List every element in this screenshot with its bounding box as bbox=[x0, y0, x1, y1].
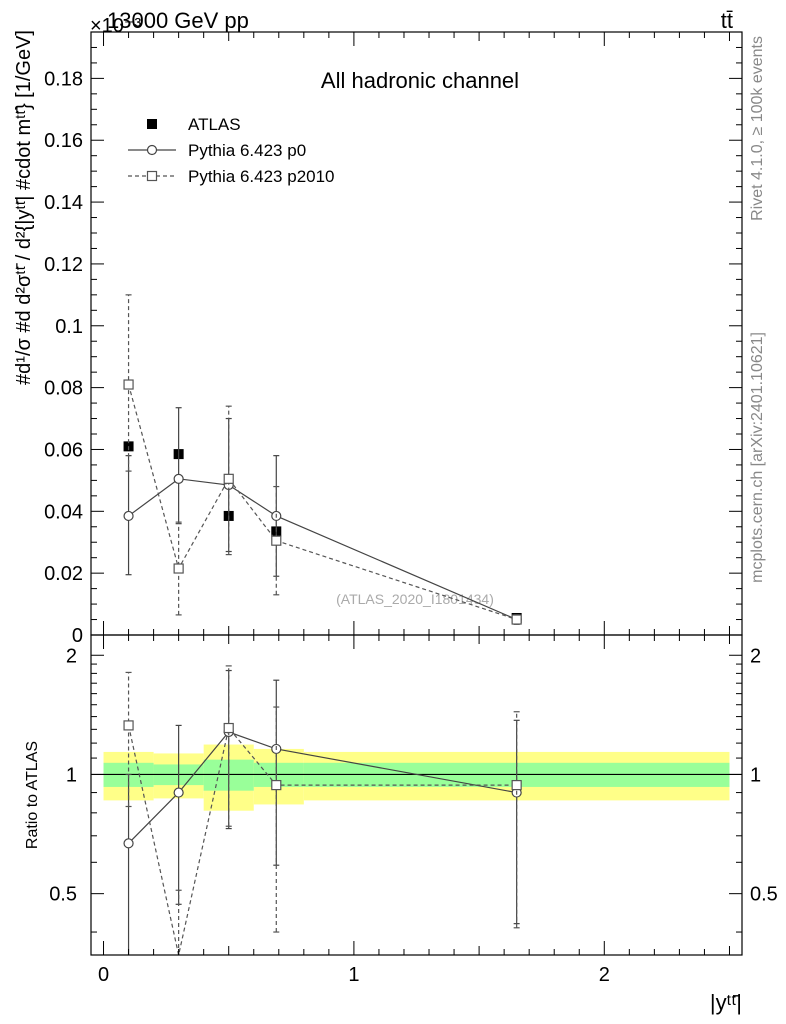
ratio-data-point bbox=[271, 779, 282, 791]
data-point bbox=[173, 563, 184, 574]
ratio-data-point bbox=[223, 722, 234, 734]
ratio-data-point bbox=[123, 720, 134, 731]
legend-label: Pythia 6.423 p0 bbox=[188, 141, 306, 160]
data-point bbox=[271, 535, 282, 546]
ratio-y-tick-label: 2 bbox=[66, 645, 77, 667]
ratio-y-tick-label-right: 2 bbox=[750, 645, 761, 667]
data-point bbox=[123, 379, 134, 390]
ratio-plot-frame bbox=[90, 634, 743, 956]
ratio-series-line bbox=[127, 725, 517, 956]
y-tick-label: 0 bbox=[72, 625, 83, 647]
main-title: All hadronic channel bbox=[321, 68, 519, 93]
x-tick-label: 2 bbox=[599, 964, 610, 986]
ratio-y-tick-label-right: 0.5 bbox=[750, 884, 778, 906]
ratio-y-tick-label: 1 bbox=[66, 764, 77, 786]
ratio-y-axis-label: Ratio to ATLAS bbox=[24, 741, 41, 849]
y-tick-label: 0.02 bbox=[44, 563, 83, 585]
series-line bbox=[127, 384, 517, 621]
y-tick-label: 0.12 bbox=[44, 254, 83, 276]
y-tick-label: 0.16 bbox=[44, 130, 83, 152]
x-tick-label: 1 bbox=[348, 964, 359, 986]
analysis-watermark: (ATLAS_2020_I1801434) bbox=[336, 591, 494, 607]
x-tick-label: 0 bbox=[98, 964, 109, 986]
ratio-y-tick-label: 0.5 bbox=[49, 884, 77, 906]
y-tick-label: 0.1 bbox=[55, 316, 83, 338]
rivet-version-label: Rivet 4.1.0, ≥ 100k events bbox=[749, 36, 766, 221]
series-1 bbox=[123, 407, 522, 625]
data-point bbox=[173, 473, 184, 484]
y-tick-label: 0.14 bbox=[44, 192, 83, 214]
legend-marker bbox=[146, 170, 158, 182]
ratio-series-1 bbox=[123, 665, 522, 956]
data-point bbox=[223, 473, 234, 484]
y-tick-label: 0.18 bbox=[44, 68, 83, 90]
y-tick-label: 0.06 bbox=[44, 439, 83, 461]
mcplots-label: mcplots.cern.ch [arXiv:2401.10621] bbox=[749, 332, 766, 583]
ratio-data-point bbox=[511, 779, 522, 791]
data-point bbox=[123, 510, 134, 522]
legend-label: Pythia 6.423 p2010 bbox=[188, 167, 335, 186]
ratio-data-point bbox=[173, 787, 184, 798]
legend-marker bbox=[147, 119, 157, 129]
ratio-data-point bbox=[123, 838, 134, 849]
final-state-label: tt̄ bbox=[721, 8, 733, 33]
ratio-series-0 bbox=[123, 669, 522, 955]
process-label: 13000 GeV pp bbox=[107, 8, 249, 33]
y-tick-label: 0.08 bbox=[44, 378, 83, 400]
main-y-axis-label: #d¹/σ #d d²σᵗᵗ̄ / d²{|yᵗᵗ̄| #cdot mᵗᵗ̄} … bbox=[13, 30, 35, 385]
y-tick-label: 0.04 bbox=[44, 501, 83, 523]
series-2 bbox=[123, 294, 522, 625]
ratio-y-tick-label-right: 1 bbox=[750, 764, 761, 786]
data-point bbox=[511, 614, 522, 625]
legend-label: ATLAS bbox=[188, 115, 241, 134]
x-axis-label: |yᵗᵗ̄| bbox=[710, 990, 742, 1015]
legend-marker bbox=[146, 144, 158, 156]
